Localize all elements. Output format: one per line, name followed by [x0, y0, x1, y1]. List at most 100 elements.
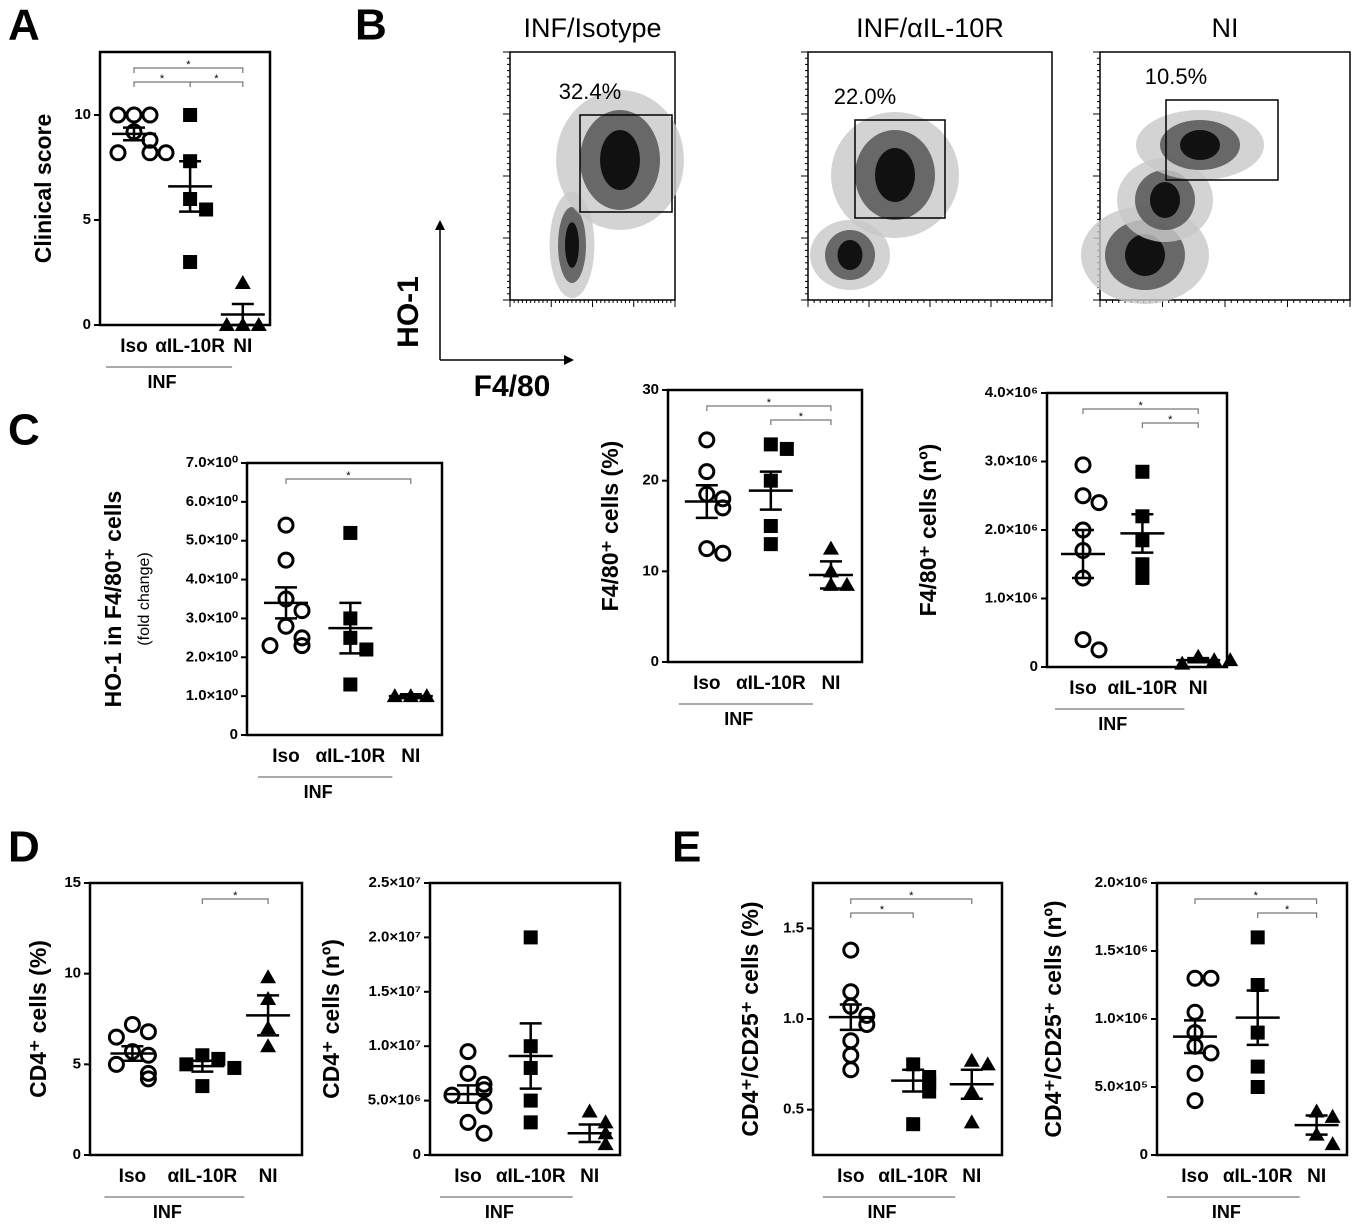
- gate: [579, 114, 673, 213]
- data-point: [842, 1061, 860, 1079]
- y-tick-label: 0: [73, 1146, 81, 1163]
- data-point: [123, 1015, 141, 1033]
- category-label: Iso: [120, 336, 147, 357]
- group-label: INF: [148, 372, 177, 392]
- category-label: αIL-10R: [1108, 678, 1178, 699]
- data-point: [475, 1124, 493, 1142]
- data-point: [157, 144, 175, 162]
- data-point: [475, 1097, 493, 1115]
- category-label: Iso: [454, 1166, 481, 1187]
- y-tick-label: 4.0×10⁶: [985, 384, 1038, 401]
- significance-bracket: [189, 81, 244, 87]
- cell-cloud-dense: [565, 222, 579, 268]
- y-tick-label: 5.0×10⁶: [368, 1092, 421, 1109]
- error-bar: [121, 1044, 144, 1062]
- data-point: [218, 317, 235, 331]
- data-point: [343, 525, 358, 540]
- category-label: NI: [1189, 678, 1208, 699]
- data-point: [195, 1048, 210, 1063]
- error-bar: [457, 1084, 479, 1105]
- y-tick-label: 10: [642, 562, 659, 579]
- significance-label: *: [186, 59, 191, 71]
- y-tick-label: 0: [413, 1146, 421, 1163]
- y-tick-label: 1.0: [783, 1010, 804, 1027]
- panel-letter: E: [672, 823, 701, 872]
- y-tick-label: 2.0×10⁰: [186, 648, 238, 665]
- data-point: [906, 1057, 921, 1072]
- data-point: [842, 1032, 860, 1050]
- error-bar: [1184, 1019, 1206, 1055]
- panel-letter: B: [355, 1, 387, 50]
- error-bar: [191, 1059, 214, 1073]
- group-label: INF: [867, 1202, 896, 1222]
- data-point: [475, 1081, 493, 1099]
- data-point: [293, 637, 311, 655]
- data-point: [109, 106, 127, 124]
- data-point: [293, 629, 311, 647]
- error-bar: [519, 1022, 542, 1090]
- error-bar: [1187, 656, 1210, 664]
- flow-title: INF/Isotype: [523, 13, 661, 43]
- data-point: [858, 1015, 876, 1033]
- significance-bracket: [770, 419, 832, 425]
- category-label: Iso: [1069, 678, 1096, 699]
- data-point: [1250, 978, 1265, 992]
- error-bar: [275, 586, 297, 620]
- error-bar: [1072, 528, 1094, 580]
- data-point: [199, 202, 214, 217]
- group-label: INF: [153, 1202, 182, 1222]
- data-point: [714, 490, 732, 508]
- data-point: [125, 106, 143, 124]
- data-point: [698, 463, 716, 481]
- group-label: INF: [1098, 714, 1127, 734]
- data-point: [250, 317, 267, 331]
- group-label: INF: [724, 709, 753, 729]
- data-point: [109, 144, 127, 162]
- data-point: [714, 499, 732, 517]
- data-point: [1250, 1059, 1265, 1074]
- y-axis-label: CD4⁺/CD25⁺ cells (%): [737, 901, 763, 1136]
- y-tick-label: 1.5×10⁷: [369, 983, 422, 1000]
- significance-bracket: [1141, 422, 1199, 428]
- plot-frame: [88, 881, 304, 1157]
- data-point: [597, 1136, 614, 1151]
- significance-bracket: [850, 912, 914, 918]
- plot-frame: [98, 50, 272, 327]
- data-point: [963, 1052, 980, 1067]
- data-point: [1135, 570, 1150, 585]
- data-point: [1135, 557, 1150, 572]
- y-axis-label: F4/80⁺ cells (%): [597, 441, 623, 612]
- data-point: [1090, 641, 1108, 659]
- cell-cloud-dense: [600, 130, 640, 190]
- y-axis-label: HO-1 in F4/80⁺ cells: [100, 491, 126, 708]
- error-bar: [1305, 1114, 1328, 1136]
- significance-label: *: [1138, 400, 1143, 412]
- error-bar: [399, 692, 422, 700]
- data-point: [1074, 456, 1092, 474]
- data-point: [922, 1084, 937, 1099]
- y-axis-subtitle: (fold change): [136, 552, 153, 645]
- y-tick-label: 15: [64, 874, 81, 891]
- y-tick-label: 10: [74, 106, 91, 123]
- y-tick-label: 2.5×10⁷: [369, 874, 422, 891]
- data-point: [1186, 969, 1204, 987]
- y-axis-label: Clinical score: [30, 114, 56, 264]
- data-point: [1186, 1064, 1204, 1082]
- data-point: [842, 983, 860, 1001]
- data-point: [838, 576, 855, 591]
- significance-bracket: [1194, 898, 1318, 904]
- data-point: [1186, 1003, 1204, 1021]
- significance-label: *: [880, 904, 885, 916]
- data-point: [459, 1113, 477, 1131]
- y-tick-label: 1.0×10⁶: [1095, 1010, 1148, 1027]
- category-label: αIL-10R: [878, 1166, 948, 1187]
- error-bar: [123, 126, 145, 142]
- data-point: [581, 1103, 598, 1118]
- flow-y-label: HO-1: [392, 276, 425, 348]
- error-bar: [960, 1068, 983, 1101]
- category-label: NI: [1307, 1166, 1326, 1187]
- panel-letter: D: [8, 823, 40, 872]
- data-point: [183, 108, 198, 122]
- significance-bracket: [706, 405, 832, 411]
- category-label: αIL-10R: [736, 673, 806, 694]
